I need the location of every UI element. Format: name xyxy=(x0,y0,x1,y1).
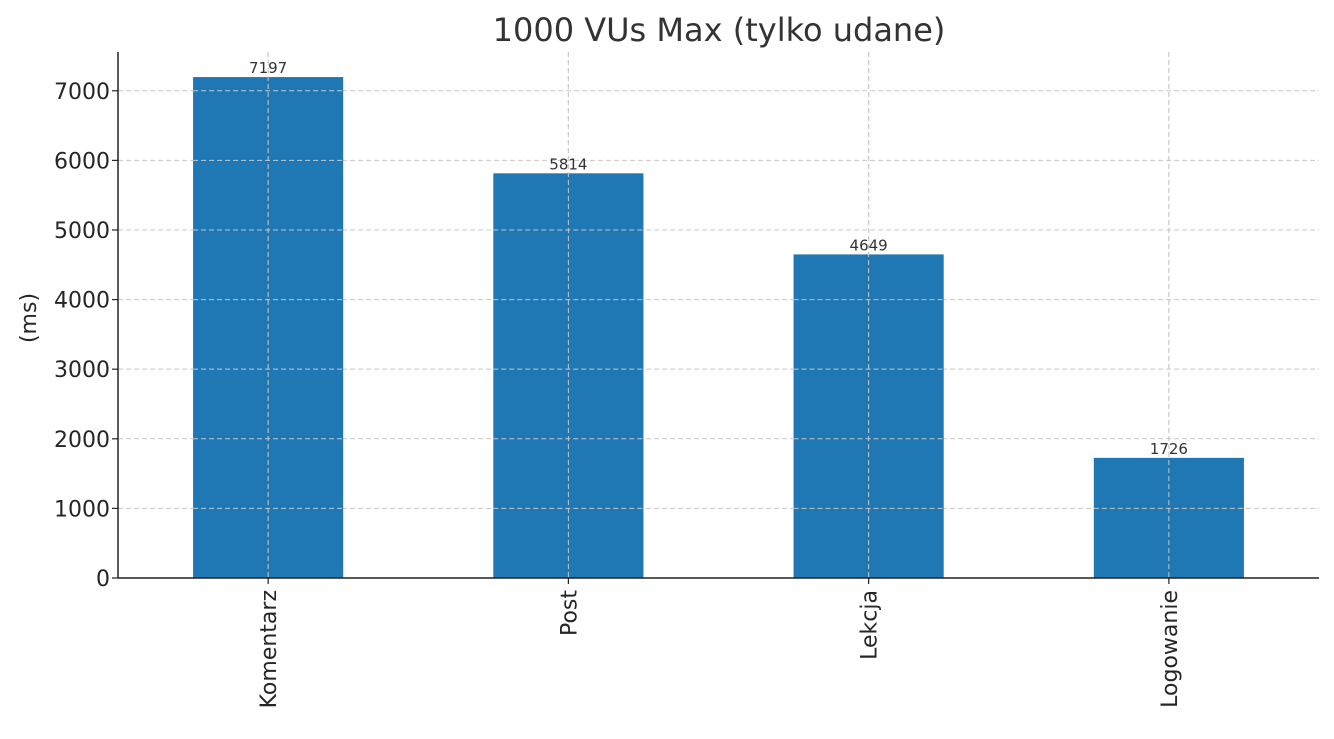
x-tick-label-post: Post xyxy=(557,590,582,636)
x-tick-label-lekcja: Lekcja xyxy=(858,590,883,660)
x-tick-label-logowanie: Logowanie xyxy=(1158,590,1183,708)
x-tick-label-komentarz: Komentarz xyxy=(257,590,282,708)
y-tick-label: 0 xyxy=(96,567,110,592)
tick-labels: 0 1000 2000 3000 4000 5000 6000 7000 Komentarz Po… xyxy=(54,59,1188,708)
y-tick-label: 1000 xyxy=(54,497,110,522)
y-tick-label: 6000 xyxy=(54,149,110,174)
bars xyxy=(193,52,1244,579)
y-tick-label: 3000 xyxy=(54,358,110,383)
y-tick-label: 7000 xyxy=(54,80,110,105)
bar-value-label: 7197 xyxy=(249,59,287,77)
chart-title: 1000 VUs Max (tylko udane) xyxy=(493,11,946,49)
axes xyxy=(112,52,1319,584)
y-axis-label: (ms) xyxy=(17,293,42,343)
y-tick-label: 2000 xyxy=(54,428,110,453)
y-tick-label: 5000 xyxy=(54,219,110,244)
bar-value-label: 5814 xyxy=(549,155,587,173)
bar-value-label: 1726 xyxy=(1150,440,1188,458)
bar-value-label: 4649 xyxy=(850,236,888,254)
y-tick-label: 4000 xyxy=(54,289,110,314)
